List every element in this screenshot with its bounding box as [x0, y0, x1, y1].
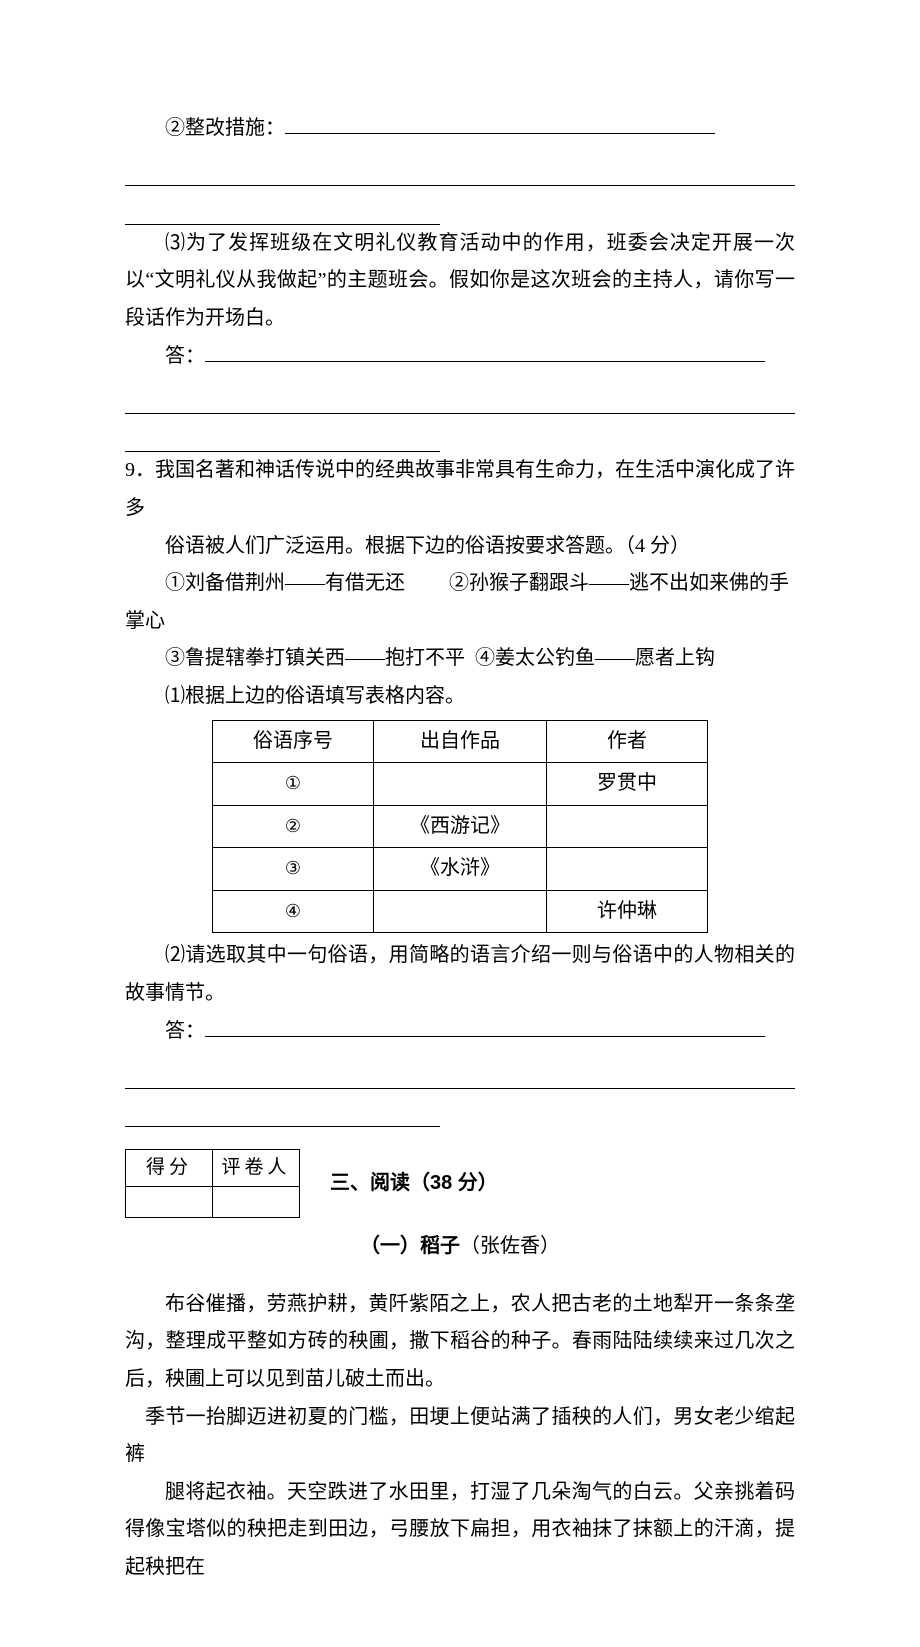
cell-author[interactable] [547, 805, 708, 848]
passage1-author: （张佐香） [460, 1235, 560, 1257]
th-no: 俗语序号 [213, 720, 374, 763]
cell-no: ③ [213, 848, 374, 891]
cell-work: 《水浒》 [374, 848, 547, 891]
blank-partial-line[interactable] [125, 414, 440, 453]
cell-work[interactable] [374, 763, 547, 806]
q9-answer-row: 答： [125, 1013, 795, 1051]
blank-partial-line[interactable] [125, 186, 440, 225]
grader-label: 评卷人 [213, 1150, 300, 1187]
q8-measure-text: ②整改措施： [165, 117, 285, 139]
section3-header-row: 得分 评卷人 三、阅读（38 分） [125, 1149, 795, 1218]
q8-measure-label: ②整改措施： [125, 110, 795, 148]
table-row: ③ 《水浒》 [213, 848, 708, 891]
q9-stem-l2: 俗语被人们广泛运用。根据下边的俗语按要求答题。（4 分） [125, 528, 795, 566]
blank-full-line[interactable] [125, 1050, 795, 1089]
score-box: 得分 评卷人 [125, 1149, 300, 1218]
blank-line[interactable] [205, 1018, 765, 1037]
q9-items-row1: ①刘备借荆州——有借无还 ②孙猴子翻跟斗——逃不出如来佛的手 [125, 565, 795, 603]
passage1-p2-l1: 季节一抬脚迈进初夏的门槛，田埂上便站满了插秧的人们，男女老少绾起裤 [125, 1399, 795, 1474]
table-row: 俗语序号 出自作品 作者 [213, 720, 708, 763]
answer-label: 答： [165, 1020, 205, 1042]
passage1-p1: 布谷催播，劳燕护耕，黄阡紫陌之上，农人把古老的土地犁开一条条垄沟，整理成平整如方… [125, 1286, 795, 1399]
answer-label: 答： [165, 345, 205, 367]
table-row: ④ 许仲琳 [213, 890, 708, 933]
cell-author[interactable] [547, 848, 708, 891]
q9-part1: ⑴根据上边的俗语填写表格内容。 [125, 678, 795, 716]
q9-number: 9． [125, 459, 155, 481]
passage1-title-strong: （一）稻子 [360, 1235, 460, 1257]
th-author: 作者 [547, 720, 708, 763]
q9-part2: ⑵请选取其中一句俗语，用简略的语言介绍一则与俗语中的人物相关的故事情节。 [125, 937, 795, 1012]
q9-items-row2: ③鲁提辖拳打镇关西——抱打不平 ④姜太公钓鱼——愿者上钩 [125, 640, 795, 678]
score-label: 得分 [126, 1150, 213, 1187]
blank-line[interactable] [205, 343, 765, 362]
blank-full-line[interactable] [125, 148, 795, 187]
passage1-title: （一）稻子（张佐香） [125, 1228, 795, 1266]
q9-table: 俗语序号 出自作品 作者 ① 罗贯中 ② 《西游记》 ③ 《水浒》 ④ 许仲琳 [212, 720, 708, 934]
cell-author: 罗贯中 [547, 763, 708, 806]
section3-title: 三、阅读（38 分） [330, 1165, 498, 1203]
cell-work[interactable] [374, 890, 547, 933]
score-cell[interactable] [126, 1187, 213, 1218]
q9-item1: ①刘备借荆州——有借无还 [165, 572, 405, 594]
q9-item3: ③鲁提辖拳打镇关西——抱打不平 [165, 647, 465, 669]
cell-no: ④ [213, 890, 374, 933]
passage1-p2-rest: 腿将起衣袖。天空跌进了水田里，打湿了几朵淘气的白云。父亲挑着码得像宝塔似的秧把走… [125, 1474, 795, 1587]
q8-answer-row: 答： [125, 338, 795, 376]
q9-item4: ④姜太公钓鱼——愿者上钩 [475, 647, 715, 669]
q9-item2-cont: 掌心 [125, 603, 795, 641]
blank-partial-line[interactable] [125, 1089, 440, 1128]
cell-no: ② [213, 805, 374, 848]
q8-part3: ⑶为了发挥班级在文明礼仪教育活动中的作用，班委会决定开展一次以“文明礼仪从我做起… [125, 225, 795, 338]
table-row: ① 罗贯中 [213, 763, 708, 806]
cell-author: 许仲琳 [547, 890, 708, 933]
grader-cell[interactable] [213, 1187, 300, 1218]
th-work: 出自作品 [374, 720, 547, 763]
table-row: ② 《西游记》 [213, 805, 708, 848]
q9-stem: 9．我国名著和神话传说中的经典故事非常具有生命力，在生活中演化成了许多 [125, 452, 795, 527]
q9-item2: ②孙猴子翻跟斗——逃不出如来佛的手 [449, 572, 789, 594]
q9-stem-l1: 我国名著和神话传说中的经典故事非常具有生命力，在生活中演化成了许多 [125, 459, 795, 519]
blank-full-line[interactable] [125, 375, 795, 414]
blank-line[interactable] [285, 115, 715, 134]
cell-no: ① [213, 763, 374, 806]
cell-work: 《西游记》 [374, 805, 547, 848]
